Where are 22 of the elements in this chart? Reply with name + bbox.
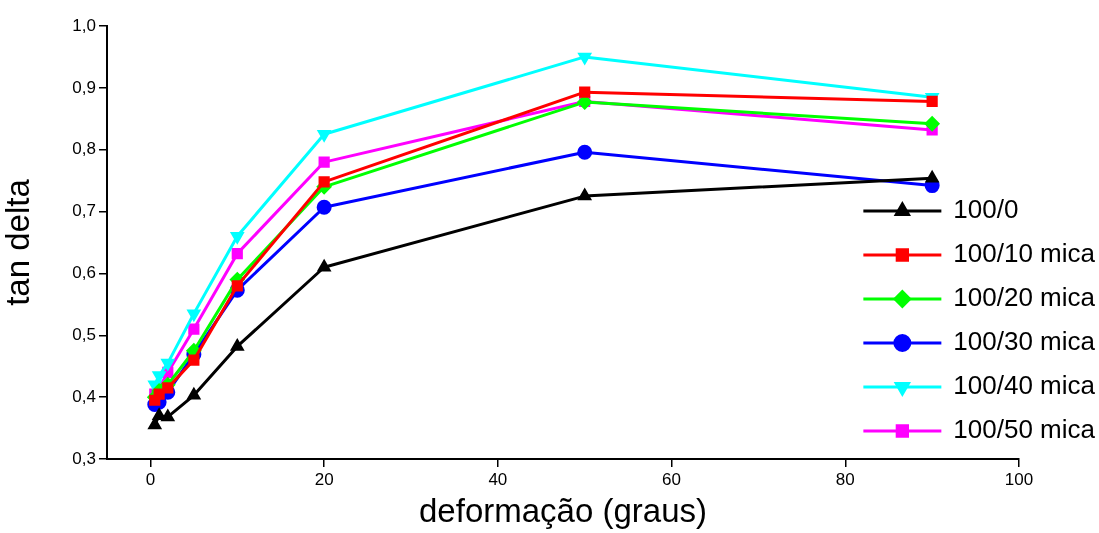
y-axis-title: tan delta bbox=[0, 178, 36, 306]
x-tick-label: 40 bbox=[488, 469, 508, 489]
x-tick-label: 100 bbox=[1004, 469, 1034, 489]
legend-label: 100/50 mica bbox=[953, 414, 1096, 445]
legend-label: 100/20 mica bbox=[953, 282, 1096, 313]
legend-label: 100/30 mica bbox=[953, 326, 1096, 357]
y-tick-label: 0,7 bbox=[72, 201, 96, 221]
y-tick-label: 0,5 bbox=[72, 324, 96, 344]
legend-label: 100/0 bbox=[953, 194, 1019, 225]
x-tick-label: 20 bbox=[314, 469, 334, 489]
y-tick-label: 0,6 bbox=[72, 263, 96, 283]
x-tick-label: 60 bbox=[662, 469, 682, 489]
y-tick-label: 0,4 bbox=[72, 386, 96, 406]
y-tick-label: 0,3 bbox=[72, 448, 96, 468]
x-tick-label: 80 bbox=[835, 469, 855, 489]
y-tick-label: 0,8 bbox=[72, 139, 96, 159]
legend-label: 100/10 mica bbox=[953, 238, 1096, 269]
y-tick-label: 0,9 bbox=[72, 77, 96, 97]
legend-label: 100/40 mica bbox=[953, 370, 1096, 401]
x-tick-label: 0 bbox=[145, 469, 156, 489]
y-tick-label: 1,0 bbox=[72, 15, 96, 35]
x-axis-title: deformação (graus) bbox=[419, 492, 707, 530]
